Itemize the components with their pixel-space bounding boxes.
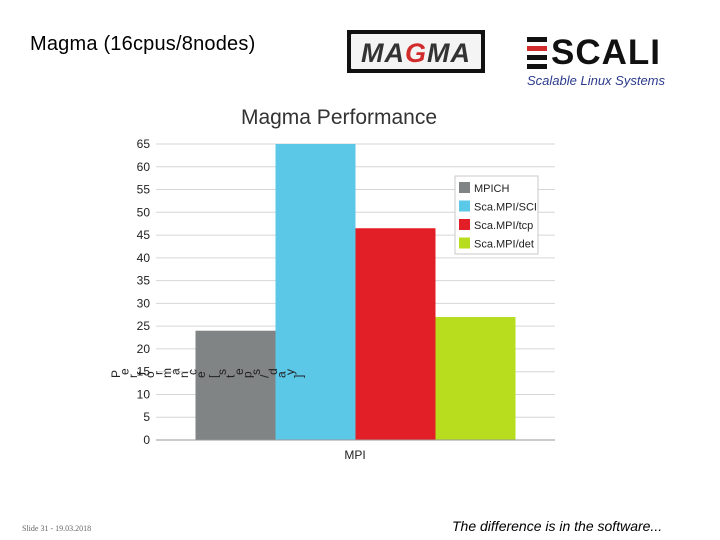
y-tick-label: 60: [137, 160, 151, 174]
y-tick-label: 45: [137, 228, 151, 242]
magma-logo-letter: A: [450, 38, 472, 68]
legend-label: Sca.MPI/tcp: [474, 220, 533, 232]
bar-sca-mpi-tcp: [355, 228, 436, 440]
bar-sca-mpi-det: [435, 317, 516, 440]
footer-slide-info: Slide 31 - 19.03.2018: [22, 524, 92, 533]
y-axis-label-char: e: [118, 368, 132, 375]
slide-title: Magma (16cpus/8nodes): [30, 33, 256, 55]
y-axis-label-char: /: [258, 374, 272, 378]
y-tick-label: 50: [137, 205, 151, 219]
y-axis-label-char: [: [207, 374, 221, 378]
y-tick-label: 65: [137, 137, 151, 151]
legend-swatch: [459, 182, 470, 193]
chart-bars: [195, 144, 516, 440]
y-tick-label: 30: [137, 296, 151, 310]
magma-logo: MAGMA: [347, 30, 485, 73]
y-tick-label: 5: [143, 410, 150, 424]
y-axis-label-char: y: [283, 369, 297, 375]
y-axis-label-char: s: [249, 369, 263, 375]
y-axis-label-char: a: [169, 368, 183, 375]
chart-title: Magma Performance: [241, 106, 437, 129]
y-axis-label-char: t: [224, 374, 238, 378]
y-axis-label-char: r: [126, 374, 140, 378]
legend-swatch: [459, 237, 470, 249]
magma-logo-graphic: MAGMA: [361, 38, 471, 68]
y-axis-label-char: o: [143, 371, 157, 378]
legend-swatch: [459, 200, 470, 212]
legend-swatch: [459, 219, 470, 230]
magma-logo-letter: G: [405, 38, 427, 68]
y-axis-label-char: f: [135, 371, 149, 375]
y-axis-label-char: s: [215, 369, 229, 375]
scali-logo-tagline: Scalable Linux Systems: [527, 73, 666, 88]
y-axis-label-char: e: [232, 368, 246, 375]
y-tick-label: 25: [137, 319, 151, 333]
y-tick-label: 15: [137, 365, 151, 379]
y-axis-label-char: m: [160, 368, 174, 378]
y-axis-label-char: P: [109, 370, 123, 378]
footer-tagline: The difference is in the software...: [452, 518, 663, 534]
y-tick-label: 0: [143, 433, 150, 447]
y-axis-label-char: n: [177, 371, 191, 378]
x-axis-category-label: MPI: [344, 448, 365, 462]
scali-logo-mark: [527, 37, 547, 69]
bar-mpich: [195, 330, 276, 440]
y-axis-label-char: d: [266, 368, 280, 375]
magma-logo-inner: [351, 34, 481, 69]
magma-logo-letter: M: [361, 38, 385, 68]
y-axis-label-char: p: [241, 371, 255, 378]
scali-logo: SCALI Scalable Linux Systems: [527, 35, 702, 90]
y-tick-label: 10: [137, 387, 151, 401]
legend-label: Sca.MPI/SCI: [474, 202, 537, 214]
scali-logo-bar: [527, 64, 547, 69]
y-tick-label: 55: [137, 183, 151, 197]
scali-logo-bar: [527, 37, 547, 42]
y-axis-label-char: e: [194, 371, 208, 378]
bar-sca-mpi-sci: [275, 144, 356, 440]
legend-label: MPICH: [474, 183, 510, 195]
legend-label: Sca.MPI/det: [474, 239, 534, 251]
y-axis-label-char: ]: [292, 375, 306, 378]
y-tick-label: 35: [137, 274, 151, 288]
y-tick-label: 40: [137, 251, 151, 265]
scali-logo-bar: [527, 55, 547, 60]
chart-legend: MPICH Sca.MPI/SCI Sca.MPI/tcp Sca.MPI/det: [454, 175, 539, 255]
y-tick-label: 20: [137, 342, 151, 356]
scali-logo-text: SCALI: [551, 33, 661, 72]
magma-logo-text: MAGMA: [361, 38, 471, 68]
scali-logo-bar: [527, 46, 547, 51]
magma-logo-letter: M: [427, 38, 451, 68]
y-axis-label-char: r: [152, 371, 166, 375]
magma-logo-letter: A: [383, 38, 405, 68]
y-axis-ticks: 0 5 10 15 20 25 30 35 40 45 50 55 60 65: [137, 137, 151, 447]
y-axis-label-char: a: [275, 371, 289, 378]
y-axis-label-char: c: [186, 369, 200, 375]
